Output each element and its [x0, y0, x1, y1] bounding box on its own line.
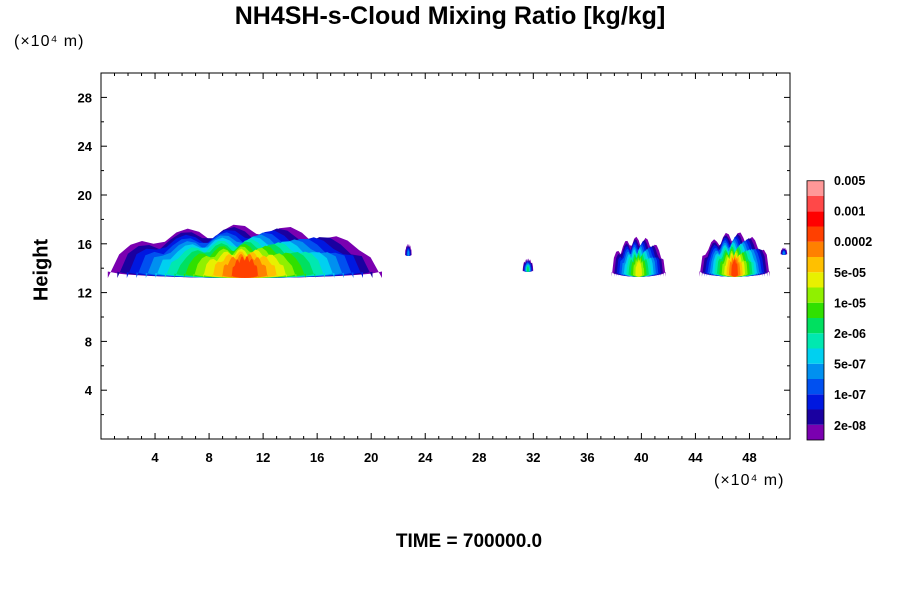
y-tick-label: 28	[78, 90, 92, 105]
x-tick-label: 24	[418, 450, 433, 465]
y-tick-label: 12	[78, 286, 92, 301]
colorbar-swatch	[807, 318, 824, 334]
colorbar-swatch	[807, 333, 824, 349]
plot-frame	[100, 72, 791, 440]
colorbar-swatch	[807, 257, 824, 273]
colorbar-frame	[806, 180, 825, 441]
colorbar-label: 5e-07	[834, 358, 866, 372]
colorbar-swatch	[807, 424, 824, 440]
y-tick-label: 16	[78, 237, 92, 252]
x-tick-label: 12	[256, 450, 270, 465]
x-tick-label: 48	[742, 450, 756, 465]
colorbar-swatch	[807, 226, 824, 242]
y-tick-label: 4	[85, 383, 93, 398]
colorbar-swatch	[807, 180, 824, 196]
colorbar-swatch	[807, 302, 824, 318]
chart-title: NH4SH-s-Cloud Mixing Ratio [kg/kg]	[234, 2, 666, 30]
colorbar-swatch	[807, 394, 824, 410]
y-tick-label: 20	[78, 188, 92, 203]
colorbar-label: 2e-06	[834, 327, 866, 341]
colorbar-swatch	[807, 348, 824, 364]
colorbar-label: 0.0002	[834, 235, 872, 249]
cloud-contour	[527, 265, 529, 272]
x-tick-label: 40	[634, 450, 648, 465]
colorbar-label: 1e-07	[834, 388, 866, 402]
time-label: TIME = 700000.0	[395, 531, 543, 552]
colorbar-label: 2e-08	[834, 419, 866, 433]
colorbar-swatch	[807, 211, 824, 227]
colorbar-label: 1e-05	[834, 296, 866, 310]
colorbar-label: 0.005	[834, 174, 865, 188]
y-axis-unit: (×10⁴ m)	[14, 33, 85, 50]
cloud-contour	[407, 249, 410, 256]
colorbar-label: 0.001	[834, 205, 865, 219]
cloud-contour	[635, 259, 642, 277]
x-tick-label: 44	[688, 450, 703, 465]
cloud-layer	[107, 224, 788, 278]
colorbar-swatch	[807, 272, 824, 288]
colorbar-swatch	[807, 287, 824, 303]
colorbar: 0.005 0.001 0.0002 5e-05 1e-05 2e-06 5e-07 1e-0…	[806, 174, 872, 441]
colorbar-swatch	[807, 409, 824, 425]
x-tick-label: 36	[580, 450, 594, 465]
colorbar-label: 5e-05	[834, 266, 866, 280]
x-tick-label: 4	[151, 450, 159, 465]
x-tick-label: 20	[364, 450, 378, 465]
cloud-contour	[783, 251, 785, 255]
y-tick-label: 8	[85, 334, 92, 349]
cloud-contour	[731, 258, 738, 277]
x-tick-label: 16	[310, 450, 324, 465]
colorbar-swatch	[807, 363, 824, 379]
colorbar-swatch	[807, 241, 824, 257]
colorbar-swatch	[807, 196, 824, 212]
colorbar-swatch	[807, 379, 824, 395]
x-tick-label: 32	[526, 450, 540, 465]
x-axis-unit: (×10⁴ m)	[714, 472, 785, 489]
y-tick-label: 24	[78, 139, 93, 154]
cloud-contour	[231, 256, 259, 278]
x-tick-label: 28	[472, 450, 486, 465]
x-tick-label: 8	[205, 450, 212, 465]
